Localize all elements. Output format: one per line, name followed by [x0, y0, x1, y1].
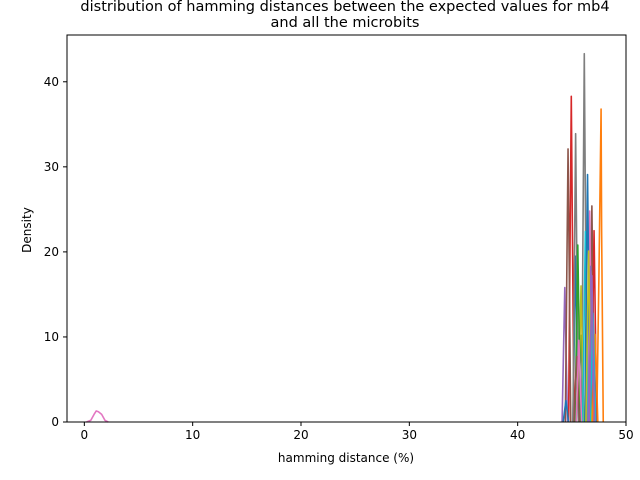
x-tick-label: 40: [510, 428, 525, 442]
series-line-12: [564, 148, 572, 423]
plot-frame: [66, 34, 627, 423]
x-tick-label: 50: [618, 428, 633, 442]
chart-title-line-2: and all the microbits: [271, 15, 420, 31]
y-tick-label: 20: [44, 245, 59, 259]
x-tick-label: 30: [402, 428, 417, 442]
series-line-17: [587, 265, 595, 423]
x-tick-label: 10: [185, 428, 200, 442]
series-line-6: [561, 286, 569, 423]
y-axis-label: Density: [20, 207, 34, 253]
series-line-1: [86, 410, 109, 423]
y-axis: 0 10 20 30 40: [44, 75, 67, 429]
plot-area: [86, 52, 605, 423]
series-line-24: [588, 274, 596, 423]
y-tick-label: 40: [44, 75, 59, 89]
y-tick-label: 0: [51, 415, 59, 429]
x-tick-label: 20: [293, 428, 308, 442]
chart-title-line-1: distribution of hamming distances betwee…: [80, 0, 609, 15]
series-line-3: [595, 108, 605, 423]
x-axis-label: hamming distance (%): [278, 451, 414, 465]
y-tick-label: 10: [44, 330, 59, 344]
series-line-23: [562, 399, 570, 423]
x-tick-label: 0: [81, 428, 89, 442]
series-line-20: [575, 339, 583, 423]
x-axis: 0 10 20 30 40 50: [81, 422, 634, 442]
series-line-13: [572, 132, 580, 423]
y-tick-label: 30: [44, 160, 59, 174]
series-line-19: [573, 355, 581, 423]
